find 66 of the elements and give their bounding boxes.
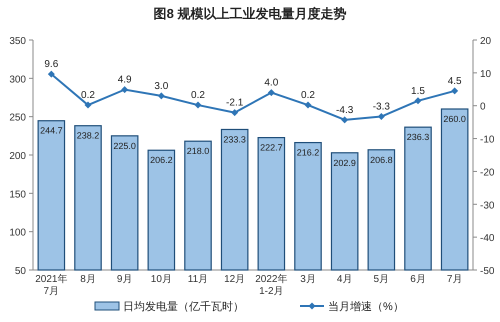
point xyxy=(194,102,202,109)
y-tick-label: 150 xyxy=(9,189,26,200)
data-label: 222.7 xyxy=(260,142,283,153)
y2-tick-label: -20 xyxy=(480,167,495,178)
y2-tick-label: 10 xyxy=(480,68,492,80)
data-label: 216.2 xyxy=(296,148,320,158)
data-label: 260.0 xyxy=(443,114,466,124)
x-tick-label: 12月 xyxy=(224,274,246,285)
y-tick-label: 100 xyxy=(9,228,26,239)
point xyxy=(414,97,422,104)
point xyxy=(121,86,128,94)
data-label: 233.3 xyxy=(223,134,246,144)
data-label: 0.2 xyxy=(191,90,206,102)
point xyxy=(341,116,348,124)
data-label: 9.6 xyxy=(44,59,59,70)
x-tick-label: 7月 xyxy=(446,274,462,285)
x-tick-label: 2021年 7月 xyxy=(35,273,68,297)
y2-tick-label: 0 xyxy=(480,102,486,113)
x-tick-label: 11月 xyxy=(188,274,208,285)
legend-label: 日均发电量（亿千瓦时） xyxy=(123,300,244,313)
point xyxy=(451,87,458,94)
data-label: 1.5 xyxy=(411,86,426,97)
data-label: 225.0 xyxy=(113,140,136,151)
y2-tick-label: 20 xyxy=(480,36,492,47)
x-tick-label: 8月 xyxy=(80,274,96,285)
y2-tick-label: -10 xyxy=(480,134,495,146)
data-label: -4.3 xyxy=(336,104,354,116)
y2-tick-label: -40 xyxy=(480,233,495,244)
y-tick-label: 350 xyxy=(9,36,26,47)
x-tick-label: 10月 xyxy=(150,274,172,285)
x-tick-label: 4月 xyxy=(336,274,352,285)
data-label: 4.9 xyxy=(118,74,132,86)
y-tick-label: 300 xyxy=(9,74,26,86)
data-label: 206.2 xyxy=(150,155,173,166)
data-label: 0.2 xyxy=(301,90,316,102)
y-tick-label: 250 xyxy=(9,112,26,124)
point xyxy=(158,92,165,100)
data-label: 218.0 xyxy=(186,146,210,156)
data-label: -2.1 xyxy=(226,98,244,109)
x-tick-label: 9月 xyxy=(116,274,132,285)
x-tick-label: 2022年 1-2月 xyxy=(255,273,288,297)
x-tick-label: 5月 xyxy=(374,274,390,285)
data-label: 202.9 xyxy=(333,158,356,168)
legend-label: 当月增速（%） xyxy=(328,300,404,313)
point xyxy=(304,102,312,109)
x-tick-label: 3月 xyxy=(300,274,316,285)
point xyxy=(231,109,238,116)
point xyxy=(378,113,385,120)
y2-tick-label: -30 xyxy=(480,200,495,212)
data-label: 236.3 xyxy=(406,132,430,142)
y-tick-label: 200 xyxy=(9,151,26,162)
data-label: -3.3 xyxy=(372,102,390,113)
point xyxy=(48,70,55,78)
data-label: 3.0 xyxy=(154,80,169,92)
data-label: 206.8 xyxy=(370,154,393,165)
point xyxy=(268,89,275,96)
data-label: 4.5 xyxy=(448,76,462,87)
data-label: 244.7 xyxy=(40,126,63,136)
point xyxy=(84,102,92,109)
data-label: 0.2 xyxy=(81,90,96,102)
data-label: 4.0 xyxy=(264,78,279,89)
data-label: 238.2 xyxy=(76,130,100,141)
chart-title: 图8 规模以上工业发电量月度走势 xyxy=(154,6,346,21)
x-tick-label: 6月 xyxy=(410,274,426,285)
y-tick-label: 50 xyxy=(14,266,26,277)
y2-tick-label: -50 xyxy=(480,266,495,277)
